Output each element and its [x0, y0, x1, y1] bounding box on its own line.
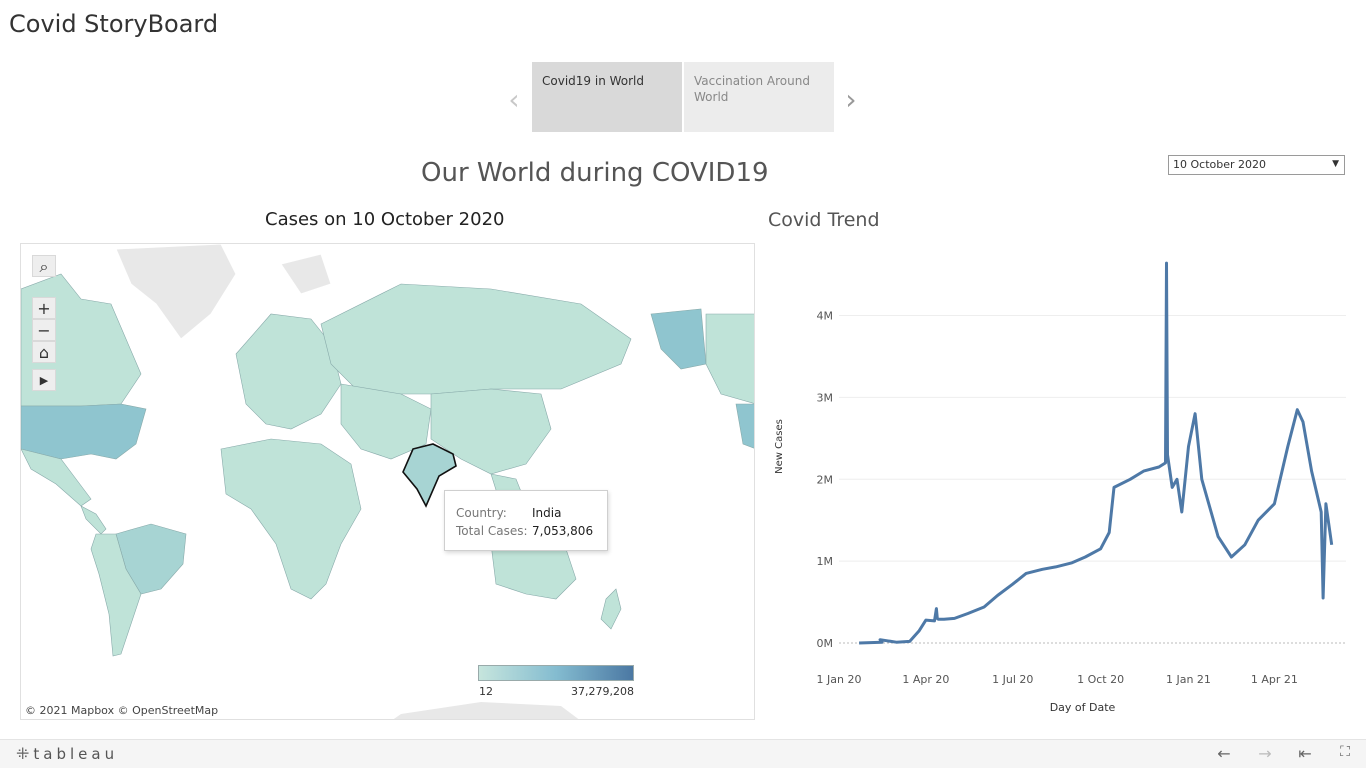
- dashboard-title: Our World during COVID19: [421, 158, 769, 188]
- tooltip-cases-value: 7,053,806: [532, 524, 594, 538]
- search-icon[interactable]: ⌕: [32, 255, 56, 277]
- undo-button[interactable]: ←: [1217, 744, 1231, 763]
- map-toolbar: ⌕ + − ⌂ ▶: [32, 255, 56, 391]
- y-tick-label: 0M: [817, 637, 834, 650]
- region-usa-east: [735, 403, 754, 449]
- x-tick-label: 1 Oct 20: [1077, 673, 1124, 686]
- region-canada-east: [705, 313, 754, 404]
- y-axis-label: New Cases: [774, 419, 785, 474]
- tableau-logo[interactable]: ⁜ tableau: [16, 744, 118, 763]
- region-antarctica: [393, 702, 579, 719]
- map-canvas[interactable]: [21, 244, 755, 720]
- story-prev-arrow[interactable]: ‹: [508, 83, 520, 116]
- tooltip-country-label: Country:: [456, 506, 507, 520]
- map-attribution: © 2021 Mapbox © OpenStreetMap: [25, 704, 219, 717]
- region-india: [402, 443, 457, 508]
- zoom-in-button[interactable]: +: [32, 297, 56, 319]
- world-map[interactable]: ⌕ + − ⌂ ▶ Country: India Total Cases: 7,…: [20, 243, 755, 720]
- region-south-america: [90, 533, 142, 657]
- play-icon[interactable]: ▶: [32, 369, 56, 391]
- legend-min: 12: [479, 685, 493, 698]
- covid-trend-chart[interactable]: 0M 1M 2M 3M 4M 1 Jan 20 1 Apr 20 1 Jul 20 1 Oct …: [764, 240, 1364, 720]
- legend-max: 37,279,208: [571, 685, 634, 698]
- x-axis-label: Day of Date: [1050, 701, 1116, 714]
- x-tick-label: 1 Jan 21: [1166, 673, 1211, 686]
- map-title: Cases on 10 October 2020: [265, 209, 505, 230]
- x-tick-label: 1 Apr 20: [902, 673, 949, 686]
- legend-gradient: [478, 665, 634, 681]
- fullscreen-button[interactable]: ⛶: [1340, 744, 1350, 760]
- tooltip-cases-label: Total Cases:: [456, 524, 528, 538]
- footer-bar: ⁜ tableau ← → ⇤ ⛶: [0, 739, 1366, 768]
- story-next-arrow[interactable]: ›: [845, 83, 857, 116]
- map-tooltip: Country: India Total Cases: 7,053,806: [444, 490, 608, 551]
- region-central-america: [80, 505, 107, 535]
- y-tick-label: 3M: [817, 391, 834, 404]
- tableau-brand: tableau: [33, 745, 119, 763]
- zoom-out-button[interactable]: −: [32, 319, 56, 341]
- date-filter-dropdown[interactable]: 10 October 2020 ▼: [1168, 155, 1345, 175]
- region-mexico: [21, 448, 92, 507]
- region-africa: [220, 438, 362, 600]
- region-new-zealand: [600, 588, 622, 630]
- tooltip-country-value: India: [532, 506, 562, 520]
- trend-title: Covid Trend: [768, 209, 880, 231]
- x-tick-label: 1 Apr 21: [1251, 673, 1298, 686]
- region-greenland: [115, 244, 237, 340]
- region-usa: [21, 403, 147, 460]
- story-point-vaccination[interactable]: Vaccination Around World: [684, 62, 834, 132]
- home-icon[interactable]: ⌂: [32, 341, 56, 363]
- region-europe: [235, 313, 342, 430]
- redo-button[interactable]: →: [1258, 744, 1272, 763]
- x-tick-label: 1 Jul 20: [992, 673, 1033, 686]
- chevron-down-icon: ▼: [1332, 159, 1339, 169]
- date-filter-value: 10 October 2020: [1173, 158, 1267, 171]
- region-alaska: [650, 308, 707, 370]
- x-tick-label: 1 Jan 20: [817, 673, 862, 686]
- y-tick-label: 4M: [817, 310, 834, 323]
- color-legend[interactable]: 12 37,279,208: [478, 665, 638, 698]
- y-tick-label: 2M: [817, 473, 834, 486]
- series-line: [859, 261, 1334, 645]
- region-central-asia: [340, 383, 432, 460]
- region-arctic-islands: [280, 253, 332, 295]
- story-title: Covid StoryBoard: [9, 10, 219, 38]
- y-tick-label: 1M: [817, 555, 834, 568]
- tableau-mark-icon: ⁜: [16, 744, 30, 763]
- story-point-covid19-world[interactable]: Covid19 in World: [532, 62, 682, 132]
- region-china: [430, 388, 552, 475]
- revert-button[interactable]: ⇤: [1298, 744, 1312, 763]
- trend-svg[interactable]: 0M 1M 2M 3M 4M 1 Jan 20 1 Apr 20 1 Jul 20 1 Oct …: [764, 240, 1364, 720]
